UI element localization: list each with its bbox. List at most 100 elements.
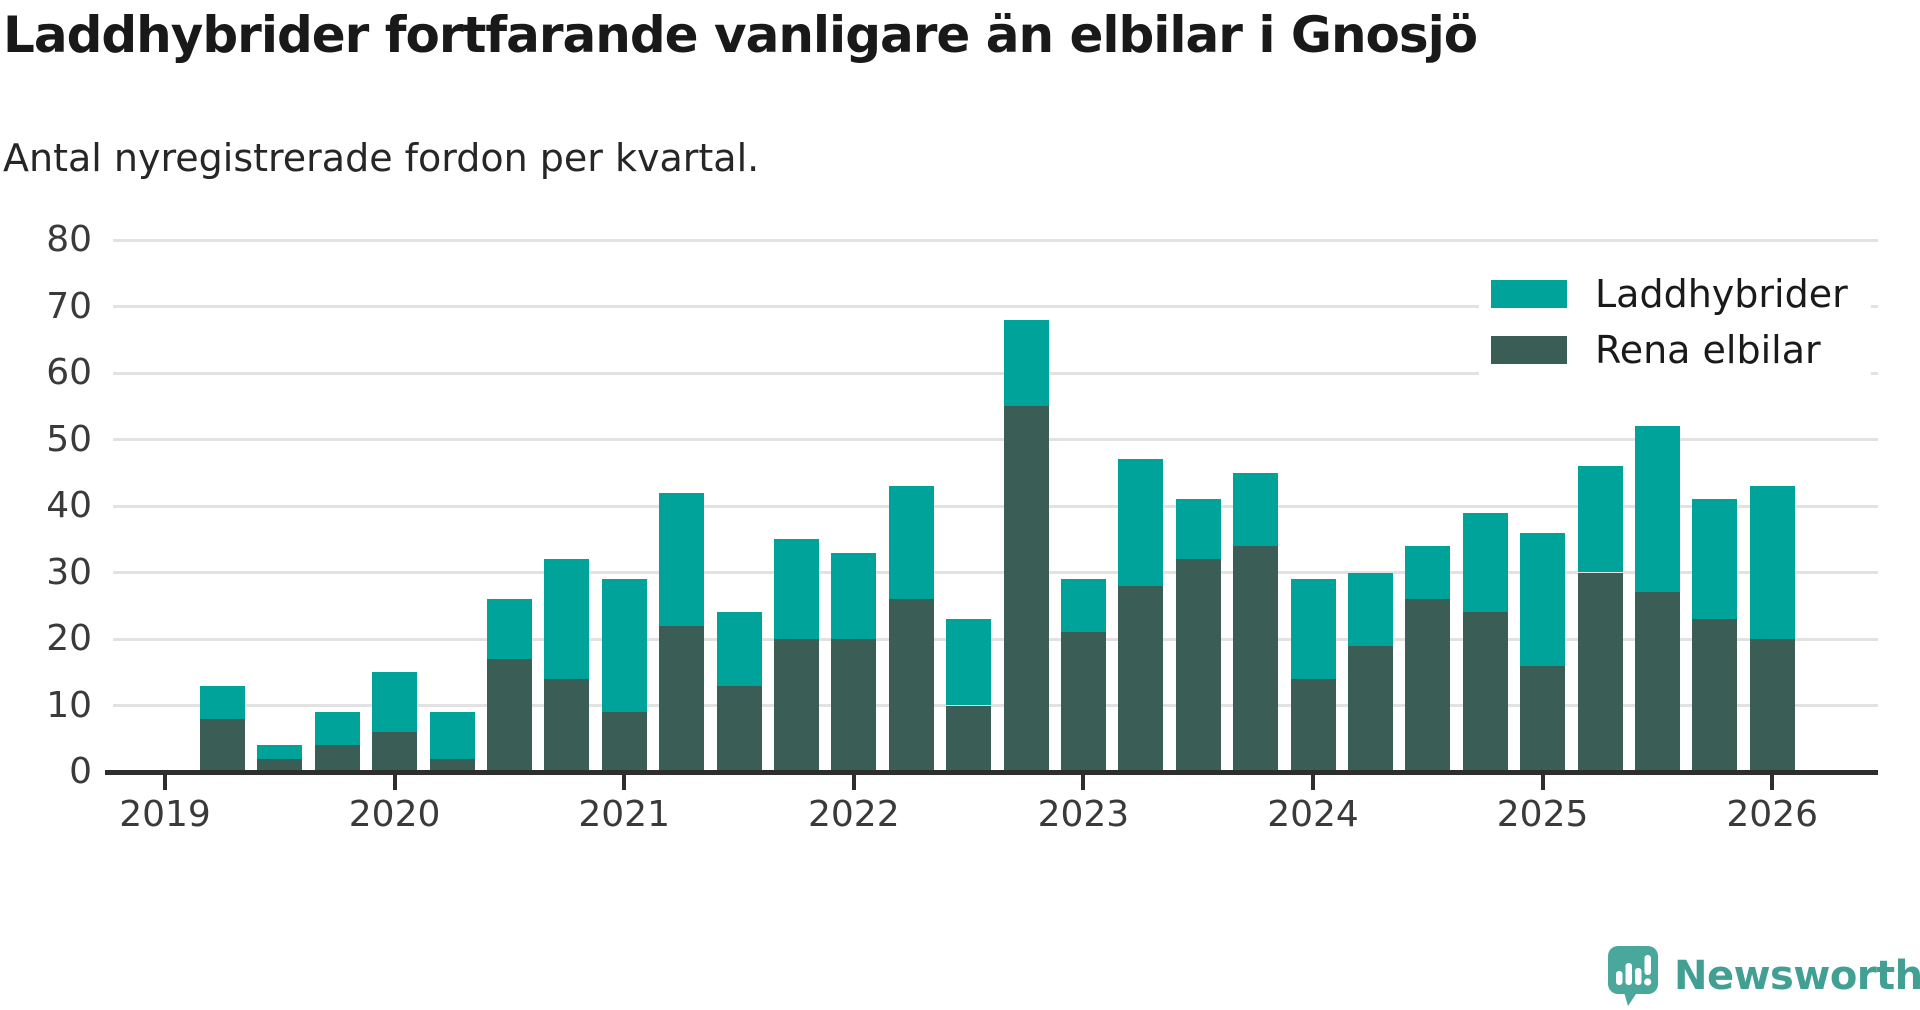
newsworthy-logo-icon bbox=[1606, 944, 1660, 1008]
bar-segment-laddhybrider-2022-q3 bbox=[946, 619, 992, 706]
x-axis-tick bbox=[1770, 775, 1775, 790]
y-axis-tick-label: 0 bbox=[69, 751, 92, 792]
bar-segment-laddhybrider-2026-q1 bbox=[1749, 486, 1795, 639]
x-axis-year-label: 2019 bbox=[119, 794, 211, 835]
bar-segment-laddhybrider-2024-q3 bbox=[1405, 545, 1451, 600]
bar-segment-laddhybrider-2021-q2 bbox=[659, 492, 705, 626]
newsworthy-brand-text: Newsworthy bbox=[1674, 953, 1920, 999]
legend-label: Laddhybrider bbox=[1595, 272, 1848, 316]
bar-segment-laddhybrider-2021-q1 bbox=[601, 579, 647, 713]
gridline-20 bbox=[113, 637, 1878, 641]
bar-segment-rena-elbilar-2019-q4 bbox=[314, 745, 360, 772]
bar-segment-laddhybrider-2024-q4 bbox=[1462, 512, 1508, 613]
bar-segment-laddhybrider-2025-q4 bbox=[1692, 499, 1738, 620]
gridline-50 bbox=[113, 438, 1878, 441]
bar-segment-rena-elbilar-2026-q1 bbox=[1749, 639, 1795, 772]
bar-segment-rena-elbilar-2021-q2 bbox=[659, 625, 705, 772]
bar-segment-rena-elbilar-2023-q1 bbox=[1060, 632, 1106, 772]
x-axis-line bbox=[105, 770, 1878, 775]
bar-segment-rena-elbilar-2022-q2 bbox=[888, 599, 934, 772]
bar-segment-rena-elbilar-2023-q2 bbox=[1118, 585, 1164, 772]
bar-segment-rena-elbilar-2025-q1 bbox=[1520, 665, 1566, 772]
bar-segment-laddhybrider-2024-q2 bbox=[1347, 572, 1393, 646]
bar-segment-rena-elbilar-2020-q1 bbox=[372, 732, 418, 772]
legend-item-laddhybrider: Laddhybrider bbox=[1491, 274, 1871, 314]
bar-segment-laddhybrider-2023-q2 bbox=[1118, 459, 1164, 586]
gridline-40 bbox=[113, 504, 1878, 508]
x-axis-year-label: 2025 bbox=[1496, 794, 1589, 835]
y-axis-tick-label: 10 bbox=[46, 684, 92, 726]
x-axis-year-label: 2023 bbox=[1037, 794, 1130, 835]
gridline-60 bbox=[113, 371, 1878, 375]
bar-segment-laddhybrider-2025-q2 bbox=[1577, 466, 1623, 573]
legend-item-rena-elbilar: Rena elbilar bbox=[1491, 330, 1871, 370]
bar-segment-laddhybrider-2024-q1 bbox=[1290, 579, 1336, 679]
bar-segment-laddhybrider-2020-q1 bbox=[372, 672, 418, 733]
bar-segment-rena-elbilar-2025-q3 bbox=[1634, 592, 1680, 772]
y-axis-tick-label: 20 bbox=[46, 618, 92, 659]
bar-segment-rena-elbilar-2025-q4 bbox=[1692, 619, 1738, 772]
x-axis-tick bbox=[392, 775, 397, 790]
bar-segment-laddhybrider-2019-q4 bbox=[314, 712, 360, 746]
x-axis-year-label: 2024 bbox=[1267, 794, 1359, 835]
bar-segment-laddhybrider-2022-q2 bbox=[888, 486, 934, 600]
x-axis-tick bbox=[622, 775, 627, 790]
bar-segment-laddhybrider-2022-q1 bbox=[831, 552, 877, 639]
bar-segment-laddhybrider-2025-q1 bbox=[1520, 532, 1566, 666]
bar-segment-laddhybrider-2020-q3 bbox=[486, 599, 532, 659]
bar-segment-laddhybrider-2020-q4 bbox=[544, 559, 590, 679]
bar-segment-rena-elbilar-2021-q1 bbox=[601, 712, 647, 772]
bar-segment-rena-elbilar-2021-q4 bbox=[773, 639, 819, 772]
bar-segment-rena-elbilar-2019-q3 bbox=[257, 758, 303, 772]
bar-segment-rena-elbilar-2024-q4 bbox=[1462, 612, 1508, 772]
x-axis-year-label: 2026 bbox=[1726, 794, 1818, 835]
x-axis-tick bbox=[1540, 775, 1545, 790]
bar-segment-laddhybrider-2021-q4 bbox=[773, 539, 819, 639]
bar-segment-rena-elbilar-2022-q4 bbox=[1003, 406, 1049, 772]
x-axis-year-label: 2020 bbox=[348, 794, 441, 835]
bar-segment-laddhybrider-2021-q3 bbox=[716, 612, 762, 686]
bar-segment-rena-elbilar-2025-q2 bbox=[1577, 572, 1623, 772]
bar-segment-rena-elbilar-2024-q3 bbox=[1405, 599, 1451, 772]
y-axis-tick-label: 60 bbox=[46, 352, 92, 393]
bar-segment-rena-elbilar-2022-q1 bbox=[831, 639, 877, 772]
bar-segment-rena-elbilar-2021-q3 bbox=[716, 685, 762, 772]
chart-subtitle: Antal nyregistrerade fordon per kvartal. bbox=[3, 136, 760, 180]
bar-segment-laddhybrider-2023-q3 bbox=[1175, 499, 1221, 560]
bar-segment-rena-elbilar-2022-q3 bbox=[946, 705, 992, 772]
bar-segment-rena-elbilar-2019-q2 bbox=[199, 718, 245, 772]
bar-segment-laddhybrider-2023-q4 bbox=[1233, 472, 1279, 546]
bar-segment-rena-elbilar-2024-q1 bbox=[1290, 678, 1336, 772]
bar-segment-rena-elbilar-2024-q2 bbox=[1347, 645, 1393, 772]
bar-segment-laddhybrider-2019-q2 bbox=[199, 685, 245, 719]
bar-segment-laddhybrider-2023-q1 bbox=[1060, 579, 1106, 633]
y-axis-tick-label: 30 bbox=[46, 551, 92, 593]
y-axis-tick-label: 50 bbox=[46, 418, 92, 460]
y-axis-tick-label: 80 bbox=[46, 219, 92, 260]
bar-segment-rena-elbilar-2023-q4 bbox=[1233, 545, 1279, 772]
bar-segment-rena-elbilar-2023-q3 bbox=[1175, 559, 1221, 772]
chart-legend: Laddhybrider Rena elbilar bbox=[1479, 260, 1871, 384]
x-axis-year-label: 2022 bbox=[807, 794, 900, 835]
x-axis-tick bbox=[1311, 775, 1315, 790]
x-axis-tick bbox=[851, 775, 856, 790]
gridline-10 bbox=[113, 704, 1878, 707]
y-axis-tick-label: 70 bbox=[46, 285, 92, 327]
bar-segment-laddhybrider-2022-q4 bbox=[1003, 319, 1049, 407]
newsworthy-brand-link[interactable]: Newsworthy bbox=[1606, 944, 1920, 1008]
x-axis-year-label: 2021 bbox=[578, 794, 670, 835]
bar-segment-laddhybrider-2020-q2 bbox=[429, 712, 475, 759]
bar-segment-rena-elbilar-2020-q3 bbox=[486, 658, 532, 772]
gridline-80 bbox=[113, 238, 1878, 242]
gridline-70 bbox=[113, 305, 1878, 308]
y-axis-tick-label: 40 bbox=[46, 485, 92, 526]
bar-segment-laddhybrider-2019-q3 bbox=[257, 745, 303, 759]
bar-segment-rena-elbilar-2020-q2 bbox=[429, 758, 475, 772]
gridline-30 bbox=[113, 571, 1878, 574]
bar-segment-rena-elbilar-2020-q4 bbox=[544, 678, 590, 772]
x-axis-tick bbox=[163, 775, 167, 790]
legend-swatch-laddhybrider bbox=[1491, 280, 1567, 308]
legend-swatch-rena-elbilar bbox=[1491, 336, 1567, 364]
page-title: Laddhybrider fortfarande vanligare än el… bbox=[3, 6, 1478, 64]
